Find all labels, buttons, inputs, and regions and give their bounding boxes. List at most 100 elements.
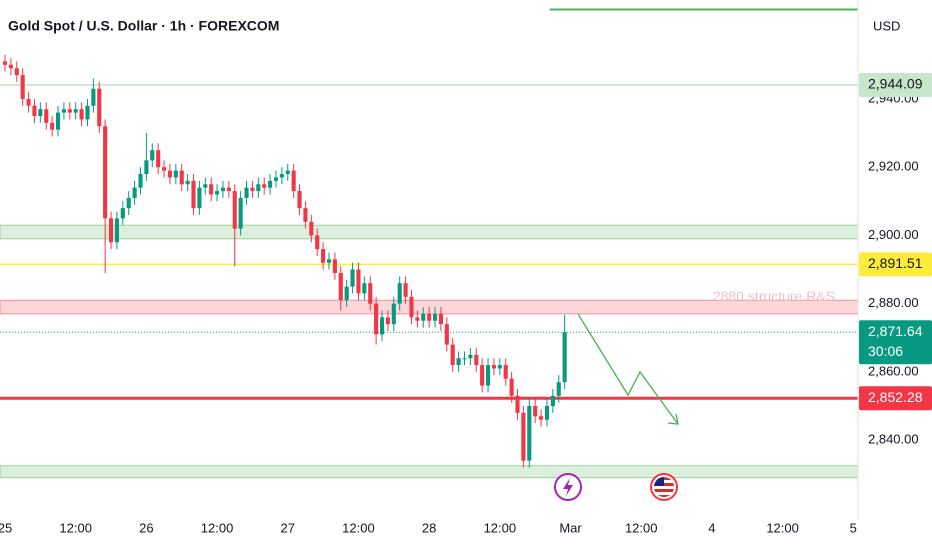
candle-body <box>544 406 550 420</box>
arrow-head <box>667 413 679 425</box>
candle-body <box>326 259 332 263</box>
candle-body <box>120 208 125 219</box>
candle-body <box>497 365 502 369</box>
candle-body <box>344 286 349 301</box>
candle-body <box>144 160 149 175</box>
x-tick-label: 12:00 <box>201 520 234 535</box>
candle-body <box>521 412 526 461</box>
candle-body <box>220 187 226 192</box>
candle-body <box>50 122 55 130</box>
candle-body <box>438 313 443 325</box>
candle-body <box>379 317 385 335</box>
candle-body <box>238 197 243 229</box>
candle-body <box>468 354 473 359</box>
candle-body <box>485 365 491 386</box>
candle-body <box>203 184 208 188</box>
candle-body <box>533 406 538 417</box>
price-label-box <box>859 386 932 411</box>
candle-body <box>91 88 96 106</box>
candle-body <box>273 177 279 181</box>
x-tick-label: 12:00 <box>625 520 658 535</box>
candle-body <box>185 180 190 185</box>
candle-body <box>262 184 267 188</box>
candle-body <box>415 317 420 321</box>
candle-body <box>474 354 479 366</box>
x-tick-label: 25 <box>0 520 12 535</box>
candle-body <box>32 105 37 117</box>
candle-body <box>279 174 284 178</box>
y-tick-label: 2,860.00 <box>868 363 919 378</box>
candle-body <box>197 187 202 209</box>
candle-body <box>444 324 449 345</box>
candle-body <box>297 191 302 209</box>
y-tick-label: 2,900.00 <box>868 227 919 242</box>
price-label: 2,944.09 <box>868 76 923 92</box>
plot-area <box>0 8 859 479</box>
x-tick-label: 5 <box>850 520 857 535</box>
candle-body <box>385 317 390 325</box>
candle-body <box>456 358 461 366</box>
candle-body <box>321 249 326 263</box>
candle-body <box>38 109 43 117</box>
candle-body <box>226 187 231 192</box>
x-tick-label: Mar <box>559 520 582 535</box>
candle-body <box>503 365 508 379</box>
candle-body <box>556 382 561 396</box>
candle-body <box>108 218 114 243</box>
x-tick-label: 4 <box>708 520 715 535</box>
candle-body <box>26 98 31 106</box>
candle-body <box>368 283 373 304</box>
candle-body <box>97 88 102 127</box>
countdown-label: 30:06 <box>868 343 903 359</box>
candle-body <box>450 344 455 366</box>
candle-body <box>462 358 467 360</box>
candle-body <box>20 75 25 99</box>
candle-body <box>374 303 379 335</box>
x-tick-label: 12:00 <box>342 520 375 535</box>
candle-body <box>427 313 432 321</box>
candle-body <box>356 269 361 294</box>
candle-body <box>215 191 220 195</box>
event-icon[interactable] <box>554 473 582 501</box>
candle-body <box>303 208 308 222</box>
x-tick-label: 28 <box>422 520 436 535</box>
price-label: 2,871.64 <box>868 323 923 339</box>
candle-body <box>14 68 19 76</box>
y-tick-label: 2,880.00 <box>868 295 919 310</box>
candle-body <box>61 109 66 113</box>
candle-body <box>73 109 78 113</box>
candle-body <box>397 283 402 304</box>
candle-body <box>309 221 314 236</box>
candle-body <box>421 313 426 321</box>
candle-body <box>55 112 61 130</box>
candle-body <box>209 184 214 195</box>
zone-label: 2880.structure R&S <box>713 288 835 304</box>
candle-body <box>432 313 438 321</box>
candle-body <box>332 259 337 273</box>
candle-body <box>2 61 8 65</box>
candle-body <box>114 218 119 243</box>
chart-title: Gold Spot / U.S. Dollar · 1h · FOREXCOM <box>8 18 279 34</box>
candle-body <box>268 180 273 188</box>
candle-body <box>79 109 84 120</box>
candle-body <box>480 365 485 386</box>
candle-body <box>132 187 137 198</box>
us-flag-icon[interactable] <box>650 473 678 501</box>
candle-body <box>244 187 249 198</box>
candle-body <box>173 170 178 178</box>
candle-body <box>550 395 555 407</box>
candle-body <box>167 170 173 178</box>
price-label: 2,852.28 <box>868 389 923 405</box>
x-tick-label: 12:00 <box>766 520 799 535</box>
candle-body <box>179 170 184 185</box>
y-tick-label: 2,920.00 <box>868 159 919 174</box>
candle-body <box>67 109 72 113</box>
candle-body <box>256 184 261 192</box>
candle-body <box>138 174 143 188</box>
candle-body <box>509 378 514 396</box>
y-tick-label: 2,840.00 <box>868 432 919 447</box>
candle-body <box>515 395 520 413</box>
